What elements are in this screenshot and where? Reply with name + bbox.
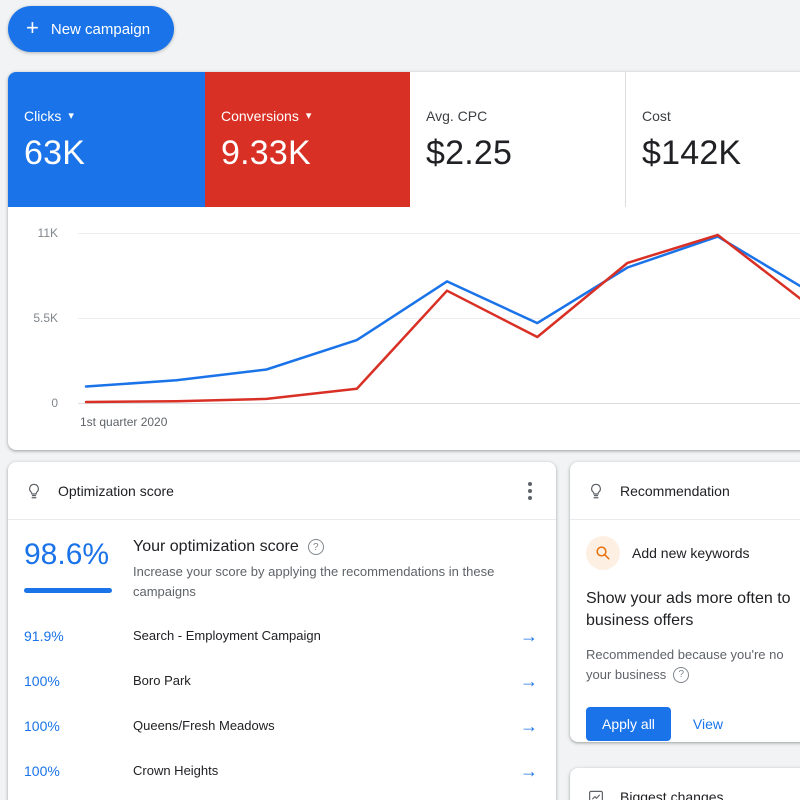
recommendation-heading-line2: business offers [586,612,694,630]
card-title: Optimization score [58,482,174,499]
arrow-right-icon[interactable]: → [520,670,538,691]
optimization-score-value: 98.6% [24,538,110,571]
metric-label-text: Clicks [24,108,62,124]
recommendation-actions: Apply all View [586,707,800,742]
lightbulb-icon [24,481,44,501]
score-info: Your optimization score ? Increase your … [133,538,540,601]
recommendation-type-label: Add new keywords [632,545,750,561]
campaign-score-list: 91.9% Search - Employment Campaign → 100… [8,605,556,793]
campaign-score: 91.9% [24,627,64,644]
metric-tile-cost[interactable]: Cost $142K [625,72,800,207]
card-title: Recommendation [620,482,730,499]
recommendation-desc-line1: Recommended because you're no [586,646,784,662]
optimization-summary: 98.6% Your optimization score ? Increase… [8,520,556,605]
series-line-conversions [84,233,800,404]
arrow-right-icon[interactable]: → [520,715,538,736]
kebab-menu-icon[interactable] [520,476,540,506]
campaign-score: 100% [24,672,60,689]
metric-label: Conversions ▾ [221,108,400,124]
metric-tile-avg-cpc[interactable]: Avg. CPC $2.25 [410,72,625,207]
score-column: 98.6% [24,538,133,601]
series-line-clicks [84,235,800,388]
y-tick-label: 11K [37,225,58,240]
recommendation-card: Recommendation Add new keywords Show you… [570,462,800,742]
chart-y-axis: 0 5.5K 11K [8,207,70,450]
card-title: Biggest changes [620,789,724,800]
campaign-row[interactable]: 91.9% Search - Employment Campaign → [8,613,556,658]
campaign-name: Queens/Fresh Meadows [133,718,275,733]
metric-label: Cost [642,108,798,124]
chart-x-label: 1st quarter 2020 [80,415,168,429]
metric-label-text: Avg. CPC [426,108,488,124]
score-heading-text: Your optimization score [133,538,299,555]
campaign-name: Boro Park [133,673,191,688]
recommendation-desc-line2: your business [586,666,667,682]
arrow-right-icon[interactable]: → [520,625,538,646]
recommendation-type[interactable]: Add new keywords [586,536,800,570]
apply-all-button[interactable]: Apply all [586,707,671,742]
metric-tile-clicks[interactable]: Clicks ▾ 63K [8,72,205,207]
new-campaign-label: New campaign [50,20,151,38]
metric-value: 9.33K [221,134,311,172]
score-description: Increase your score by applying the reco… [133,564,495,599]
metric-value: 63K [24,134,86,172]
chart-canvas [78,233,800,404]
campaign-name: Search - Employment Campaign [133,628,321,643]
plus-icon: + [26,15,39,40]
metrics-row: Clicks ▾ 63K Conversions ▾ 9.33K Avg. CP… [8,72,800,207]
view-button[interactable]: View [683,707,733,741]
card-header: Recommendation [570,462,800,520]
y-tick-label: 5.5K [33,310,58,325]
campaign-row[interactable]: 100% Boro Park → [8,658,556,703]
performance-card: Clicks ▾ 63K Conversions ▾ 9.33K Avg. CP… [8,72,800,450]
biggest-changes-icon [586,787,606,800]
dropdown-caret-icon[interactable]: ▾ [68,109,74,122]
dropdown-caret-icon[interactable]: ▾ [305,109,312,122]
metric-label-text: Cost [642,108,671,124]
card-header: Optimization score [8,462,556,520]
lightbulb-icon [586,481,606,501]
search-icon [586,536,620,570]
recommendation-heading-line1: Show your ads more often to [586,590,791,607]
help-icon[interactable]: ? [307,539,324,555]
score-heading: Your optimization score ? [133,538,516,556]
campaign-score: 100% [24,762,60,779]
help-icon[interactable]: ? [673,666,690,683]
recommendation-description: Recommended because you're no your busin… [586,645,800,685]
campaign-row[interactable]: 100% Queens/Fresh Meadows → [8,703,556,748]
campaign-row[interactable]: 100% Crown Heights → [8,748,556,793]
metric-value: $142K [642,134,742,172]
performance-chart: 0 5.5K 11K 1st quarter 2020 [8,207,800,450]
recommendation-heading: Show your ads more often to business off… [586,588,800,633]
card-header: Biggest changes [570,768,800,800]
metric-label: Clicks ▾ [24,108,195,124]
new-campaign-button[interactable]: + New campaign [8,6,175,52]
metric-tile-conversions[interactable]: Conversions ▾ 9.33K [205,72,410,207]
metric-label-text: Conversions [221,108,299,124]
score-progress-bar [24,588,112,593]
campaign-name: Crown Heights [133,763,219,778]
arrow-right-icon[interactable]: → [520,760,538,781]
biggest-changes-card[interactable]: Biggest changes [570,768,800,800]
recommendation-body: Add new keywords Show your ads more ofte… [570,520,800,757]
metric-label: Avg. CPC [426,108,615,124]
optimization-score-card: Optimization score 98.6% Your optimizati… [8,462,556,800]
y-tick-label: 0 [51,395,58,410]
campaign-score: 100% [24,717,60,734]
metric-value: $2.25 [426,134,513,172]
